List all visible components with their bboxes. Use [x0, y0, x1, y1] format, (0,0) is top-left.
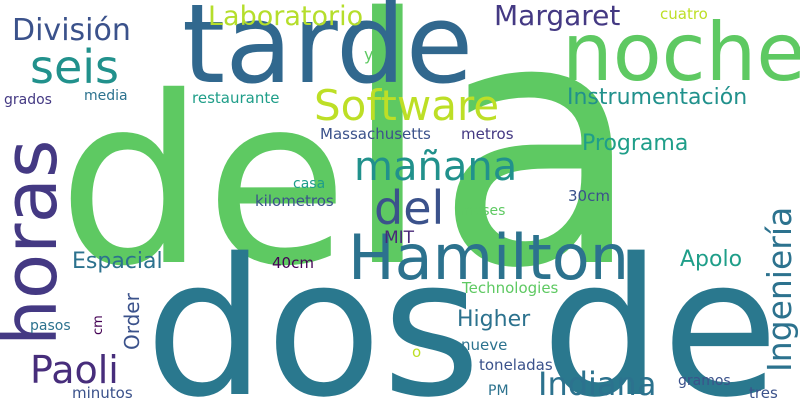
word: Technologies	[461, 279, 559, 297]
word: Software	[314, 81, 499, 130]
word: media	[84, 88, 128, 104]
word: Apolo	[680, 247, 742, 272]
word: o	[412, 343, 421, 361]
word: de	[58, 47, 348, 317]
word: dos de	[145, 218, 779, 400]
word: cm	[91, 315, 106, 335]
word: MIT	[384, 228, 415, 248]
word: Instrumentación	[567, 85, 747, 110]
word: Laboratorio	[208, 1, 363, 32]
word: y	[364, 45, 373, 64]
word: gramos	[678, 373, 731, 389]
word: meses	[460, 203, 505, 219]
word: Espacial	[72, 249, 163, 274]
word: tres	[749, 384, 778, 400]
word: Programa	[582, 131, 688, 156]
word: pasos	[30, 318, 71, 334]
word: 30cm	[568, 187, 610, 205]
word: la	[340, 0, 643, 343]
word: Ingeniería	[760, 207, 799, 372]
word: restaurante	[192, 89, 279, 107]
word: Hamilton	[348, 221, 629, 294]
word: PM	[488, 383, 509, 399]
word: Paoli	[30, 348, 119, 392]
word: Indiana	[538, 365, 656, 400]
word: horas	[0, 140, 74, 347]
word: División	[12, 13, 131, 48]
word: Higher	[457, 307, 531, 332]
word: tarde	[182, 0, 473, 108]
word: seis	[30, 40, 119, 94]
word: nueve	[461, 336, 507, 354]
word: mañana	[354, 144, 517, 190]
word: Order	[120, 292, 144, 350]
word: kilometros	[255, 192, 334, 210]
word: noche	[562, 6, 800, 99]
word: del	[374, 181, 444, 235]
word: minutos	[72, 384, 133, 400]
word: Margaret	[494, 0, 620, 32]
word: toneladas	[479, 356, 553, 374]
word: metros	[461, 125, 514, 143]
word: grados	[4, 92, 52, 108]
word: Massachusetts	[320, 125, 431, 143]
word: casa	[293, 176, 325, 192]
word: cuatro	[660, 5, 708, 23]
word: 40cm	[272, 254, 314, 272]
